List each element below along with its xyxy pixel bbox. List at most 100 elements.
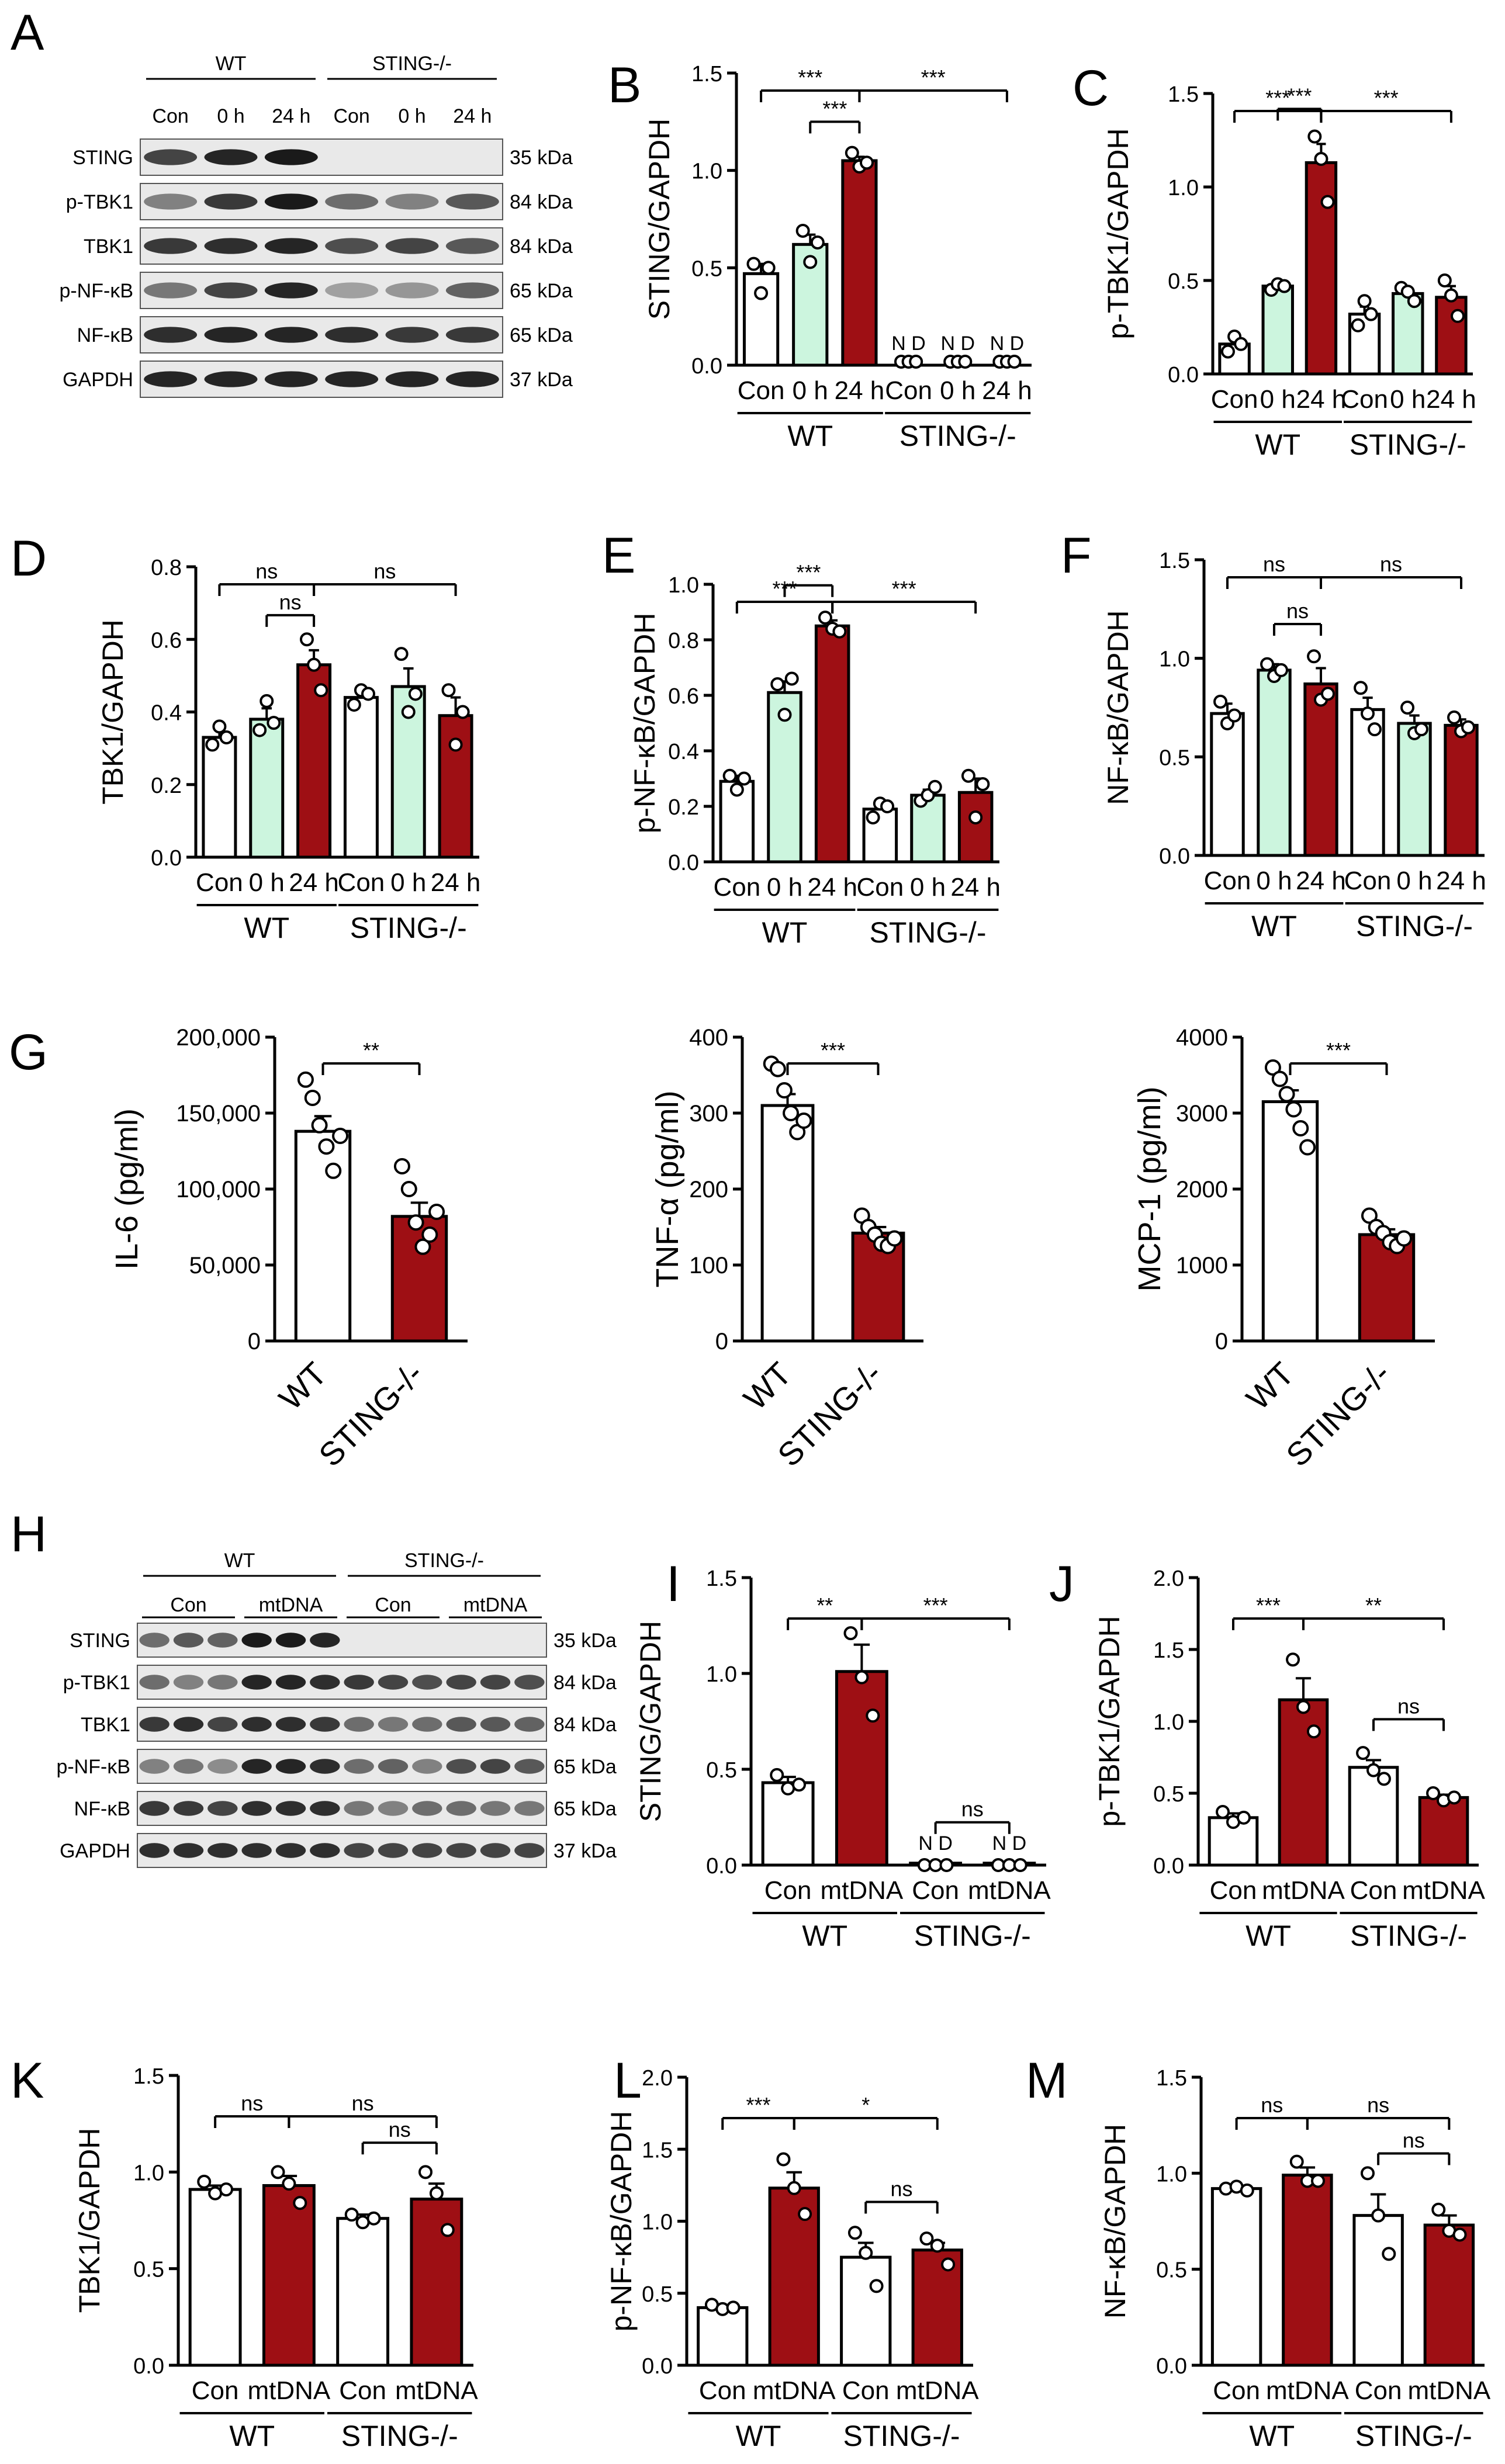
data-point — [1234, 337, 1248, 351]
kda-label: 37 kDa — [510, 369, 573, 391]
blot-band — [378, 1843, 409, 1858]
bar — [760, 1104, 815, 1343]
blot-row-label: p-TBK1 — [63, 1672, 130, 1694]
blot-strip — [140, 227, 503, 265]
blot-band — [204, 282, 258, 299]
y-tick-label: 0.0 — [706, 1854, 737, 1879]
data-point — [919, 2231, 934, 2246]
lane-label: Con — [152, 105, 188, 127]
y-axis-label: p-NF-κB/GAPDH — [628, 613, 661, 834]
blot-band — [139, 1801, 169, 1816]
y-tick-label: 100,000 — [176, 1177, 261, 1202]
blot-band — [204, 193, 258, 210]
nd-label: N D — [940, 332, 975, 355]
bar — [1423, 2223, 1475, 2367]
bar — [1352, 2214, 1404, 2367]
blot-band — [378, 1759, 409, 1774]
y-tick-label: 1.0 — [668, 573, 699, 598]
group-label: STING-/- — [1350, 428, 1466, 461]
group-label: WT — [1245, 1919, 1291, 1952]
data-point — [761, 261, 776, 275]
panel-letter: K — [11, 2053, 44, 2109]
bar — [438, 714, 473, 859]
data-point — [311, 1117, 328, 1134]
y-tick-label: 200,000 — [176, 1025, 261, 1051]
data-point — [299, 632, 314, 647]
blot-band — [514, 1843, 545, 1858]
blot-band — [446, 1801, 476, 1816]
bar — [1303, 682, 1338, 857]
data-point — [860, 155, 874, 170]
blot-band — [310, 1843, 340, 1858]
category-label: Con — [338, 868, 385, 897]
data-point — [958, 355, 973, 369]
data-point — [197, 2174, 212, 2189]
y-tick-label: 0.5 — [1168, 269, 1199, 294]
data-point — [729, 782, 744, 797]
y-axis-label: MCP-1 (pg/ml) — [1132, 1086, 1167, 1291]
data-point — [798, 2207, 812, 2222]
category-label: Con — [1211, 385, 1258, 414]
blot-band — [207, 1801, 238, 1816]
data-point — [1220, 344, 1235, 359]
category-label: 24 h — [982, 376, 1032, 405]
bar — [202, 736, 237, 859]
blot-band — [207, 1633, 238, 1648]
group-label: WT — [1249, 2420, 1295, 2452]
category-label: 0 h — [940, 376, 975, 405]
data-point — [271, 2165, 285, 2179]
blot-band — [445, 282, 499, 299]
data-point — [1320, 687, 1335, 701]
category-label: Con — [912, 1876, 959, 1905]
data-point — [1216, 1804, 1230, 1819]
data-point — [1296, 1700, 1310, 1714]
y-axis-label: NF-κB/GAPDH — [1099, 2124, 1132, 2319]
category-label: mtDNA — [1407, 2376, 1490, 2405]
category-label: WT — [272, 1355, 334, 1417]
data-point — [776, 1082, 793, 1098]
data-point — [886, 1230, 903, 1247]
category-label: WT — [1239, 1355, 1301, 1417]
data-point — [1396, 1230, 1413, 1247]
blot-row-label: p-NF-κB — [59, 280, 133, 302]
data-point — [448, 737, 463, 752]
data-point — [1314, 152, 1328, 166]
blot-band — [275, 1675, 306, 1690]
blot-band — [344, 1759, 374, 1774]
category-label: mtDNA — [395, 2376, 478, 2405]
blot-band — [264, 282, 318, 299]
group-label: STING-/- — [914, 1919, 1031, 1952]
y-tick-label: 0.0 — [691, 354, 722, 379]
data-point — [1437, 273, 1452, 287]
sig-label: *** — [1374, 86, 1399, 110]
data-point — [318, 1138, 335, 1155]
data-point — [930, 2238, 944, 2253]
bar — [911, 2248, 963, 2367]
sig-label: ns — [1263, 552, 1285, 576]
data-point — [787, 2181, 801, 2195]
data-point — [347, 698, 361, 712]
bar — [336, 2217, 390, 2367]
y-tick-label: 0.5 — [133, 2258, 164, 2282]
sig-label: *** — [746, 2093, 770, 2117]
data-point — [859, 2245, 873, 2260]
blot-row-label: STING — [72, 147, 133, 169]
y-tick-label: 1.5 — [1156, 2066, 1187, 2091]
sig-label: *** — [796, 560, 821, 584]
blot-row-label: p-NF-κB — [56, 1756, 130, 1778]
group-label: STING-/- — [350, 912, 467, 944]
data-point — [205, 737, 220, 752]
sig-label: *** — [1287, 84, 1312, 108]
blot-band — [514, 1717, 545, 1732]
group-label: STING-/- — [843, 2420, 960, 2452]
blot-band — [412, 1675, 442, 1690]
blot-band — [378, 1675, 409, 1690]
y-tick-label: 0.6 — [668, 684, 699, 709]
y-tick-label: 1.5 — [706, 1567, 737, 1591]
blot-band — [445, 193, 499, 210]
blot-band — [173, 1843, 204, 1858]
data-point — [784, 671, 799, 686]
data-point — [260, 694, 274, 708]
